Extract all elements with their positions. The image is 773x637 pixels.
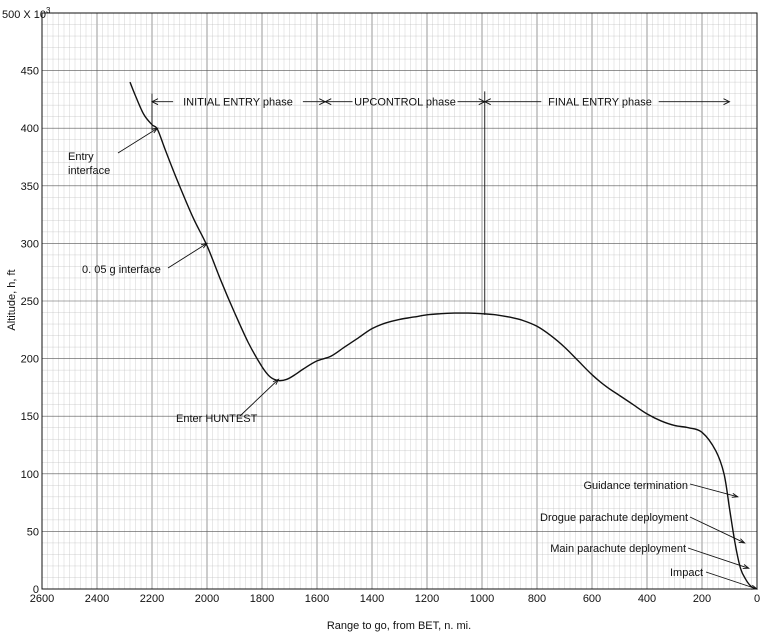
y-axis-top-label: 500 X 103 bbox=[2, 6, 51, 21]
annotation-leader bbox=[167, 243, 208, 269]
annotation-leader bbox=[687, 547, 749, 569]
annotation: Main parachute deployment bbox=[550, 543, 750, 569]
x-tick-label: 2200 bbox=[140, 593, 164, 605]
annotation: Drogue parachute deployment bbox=[540, 512, 746, 544]
y-tick-label: 50 bbox=[27, 526, 39, 538]
annotation-arrowhead bbox=[731, 493, 740, 498]
phase-arrowhead bbox=[723, 98, 731, 106]
annotation-leader bbox=[705, 571, 758, 590]
x-tick-label: 2400 bbox=[85, 593, 109, 605]
x-tick-label: 200 bbox=[693, 593, 711, 605]
x-tick-label: 1000 bbox=[470, 593, 494, 605]
x-tick-label: 800 bbox=[528, 593, 546, 605]
plot-frame bbox=[41, 12, 758, 590]
x-axis-label: Range to go, from BET, n. mi. bbox=[327, 620, 471, 632]
altitude-series-line bbox=[129, 81, 758, 590]
phase-annotation: UPCONTROL phase bbox=[324, 97, 486, 109]
annotation-arrowhead bbox=[272, 378, 280, 385]
y-axis-label: Altitude, h, ft bbox=[6, 269, 18, 330]
annotation: Guidance termination bbox=[583, 480, 740, 498]
annotation-leader bbox=[689, 516, 745, 544]
x-tick-label: 400 bbox=[638, 593, 656, 605]
annotation-label: Main parachute deployment bbox=[550, 543, 686, 555]
phase-annotation: INITIAL ENTRY phase bbox=[150, 97, 327, 109]
annotation: Entry interface bbox=[68, 127, 159, 177]
phase-label: FINAL ENTRY phase bbox=[548, 97, 652, 109]
annotation-label: Guidance termination bbox=[583, 480, 688, 492]
x-tick-label: 0 bbox=[754, 593, 760, 605]
annotation-arrowhead bbox=[151, 127, 159, 134]
phase-annotations: INITIAL ENTRY phase UPCONTROL phase FINAL … bbox=[150, 91, 731, 315]
annotation-label: Impact bbox=[670, 567, 703, 579]
annotation-label: interface bbox=[68, 165, 110, 177]
annotation-arrowhead bbox=[738, 538, 746, 544]
annotation: Enter HUNTEST bbox=[176, 378, 280, 425]
y-tick-label: 150 bbox=[21, 411, 39, 423]
annotation-leader bbox=[117, 127, 158, 154]
phase-label: INITIAL ENTRY phase bbox=[183, 97, 293, 109]
y-tick-label: 450 bbox=[21, 66, 39, 78]
y-tick-label: 100 bbox=[21, 469, 39, 481]
annotation-label: Drogue parachute deployment bbox=[540, 512, 688, 524]
y-axis-multiplier: 500 X 10 bbox=[2, 9, 46, 21]
y-tick-label: 200 bbox=[21, 354, 39, 366]
annotation-arrowhead bbox=[742, 564, 750, 569]
y-tick-label: 400 bbox=[21, 123, 39, 135]
annotation: Impact bbox=[670, 567, 759, 590]
y-tick-label: 0 bbox=[33, 584, 39, 596]
phase-arrowhead bbox=[324, 98, 332, 106]
curve-annotations: Entry interface 0. 05 g interface Enter HUN… bbox=[68, 127, 759, 590]
x-tick-label: 2600 bbox=[30, 593, 54, 605]
annotation-arrowhead bbox=[201, 242, 209, 249]
y-tick-label: 250 bbox=[21, 296, 39, 308]
grid bbox=[41, 12, 758, 590]
x-tick-label: 1200 bbox=[415, 593, 439, 605]
x-tick-label: 1800 bbox=[250, 593, 274, 605]
phase-arrowhead bbox=[483, 98, 491, 106]
x-tick-label: 1600 bbox=[305, 593, 329, 605]
phase-annotation: FINAL ENTRY phase bbox=[483, 97, 731, 109]
y-axis-multiplier-exponent: 3 bbox=[46, 6, 51, 15]
y-tick-label: 350 bbox=[21, 181, 39, 193]
annotation-label: 0. 05 g interface bbox=[82, 264, 161, 276]
axis-ticks: 2600 2400 2200 2000 1800 1600 1400 1200 1000 800 6… bbox=[21, 66, 760, 605]
x-tick-label: 600 bbox=[583, 593, 601, 605]
annotation-leader bbox=[689, 483, 738, 498]
annotation-label: Entry bbox=[68, 151, 94, 163]
annotation: 0. 05 g interface bbox=[82, 242, 209, 276]
x-tick-label: 2000 bbox=[195, 593, 219, 605]
phase-arrowhead bbox=[150, 98, 159, 106]
y-tick-label: 300 bbox=[21, 238, 39, 250]
annotation-leader bbox=[239, 379, 279, 417]
annotation-arrowhead bbox=[750, 584, 759, 590]
x-tick-label: 1400 bbox=[360, 593, 384, 605]
annotation-label: Enter HUNTEST bbox=[176, 413, 258, 425]
phase-label: UPCONTROL phase bbox=[354, 97, 456, 109]
